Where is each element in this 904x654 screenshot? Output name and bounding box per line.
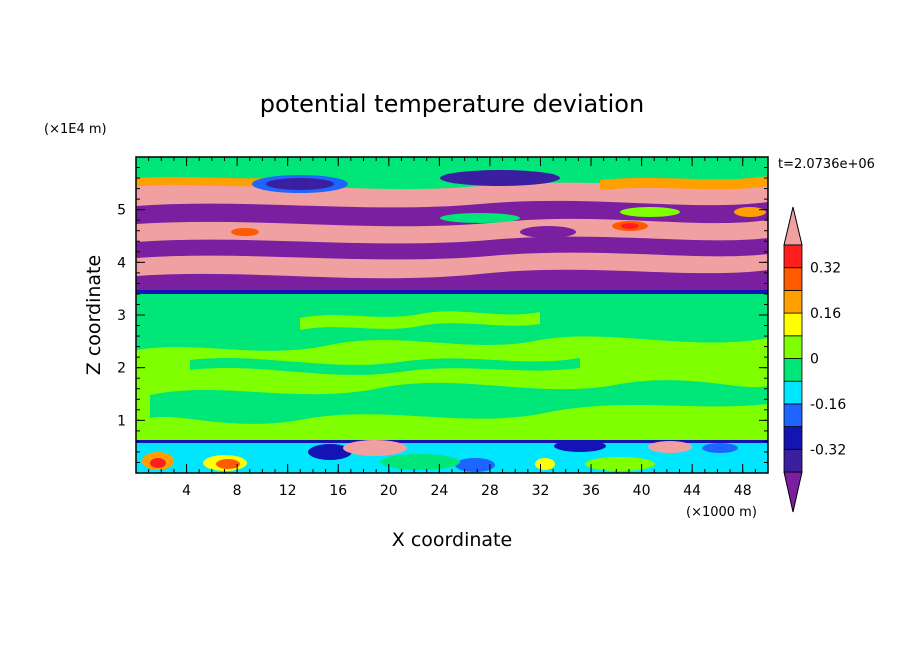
contour-field [136, 157, 768, 473]
x-tick-label: 24 [430, 483, 448, 499]
y-axis-label: Z coordinate [83, 255, 105, 375]
colorbar-label: 0.32 [810, 261, 841, 277]
cold-patch [455, 458, 495, 472]
y-tick-label: 5 [117, 203, 126, 219]
upper-layer-base [136, 290, 768, 294]
colorbar-swatch [783, 335, 803, 359]
colorbar-swatch [783, 358, 803, 382]
colorbar-swatch [783, 403, 803, 427]
y-tick-label: 3 [117, 308, 126, 324]
x-tick-label: 8 [233, 483, 242, 499]
x-tick-label: 36 [582, 483, 600, 499]
warm-patch [150, 458, 166, 468]
colorbar-swatch [783, 267, 803, 291]
warm-patch [216, 459, 240, 469]
y-tick-label: 1 [117, 413, 126, 429]
colorbar-label: -0.32 [810, 442, 846, 458]
warm-patch [343, 440, 407, 456]
cold-patch [554, 440, 606, 452]
colorbar-bottom-arrow [783, 471, 803, 513]
colorbar-top-arrow [783, 206, 803, 246]
neutral-gap [440, 213, 520, 223]
cold-core [440, 170, 560, 186]
cold-patch [702, 443, 738, 453]
cold-stripe [136, 198, 768, 227]
neutral-gap [620, 207, 680, 217]
transition-band [600, 176, 768, 190]
colorbar: 0.32 0.16 0 -0.16 -0.32 [783, 206, 846, 513]
x-axis-label: X coordinate [392, 529, 512, 551]
x-tick-label: 4 [182, 483, 191, 499]
colorbar-swatch [783, 244, 803, 269]
neutral-streak [150, 380, 768, 424]
warm-patch [648, 441, 692, 453]
chart-title: potential temperature deviation [260, 90, 644, 118]
cold-core [520, 226, 576, 238]
y-tick-label: 4 [117, 255, 126, 271]
x-tick-label: 48 [734, 483, 752, 499]
colorbar-swatch [783, 448, 803, 473]
warm-stripe [136, 250, 768, 279]
warm-core [231, 228, 259, 236]
weak-warm-region [300, 311, 540, 330]
warm-core [734, 207, 766, 217]
colorbar-swatch [783, 312, 803, 337]
y-tick-label: 2 [117, 361, 126, 377]
colorbar-swatch [783, 380, 803, 405]
colorbar-label: -0.16 [810, 397, 846, 413]
colorbar-label: 0 [810, 352, 819, 368]
x-tick-label: 16 [329, 483, 347, 499]
colorbar-label: 0.16 [810, 306, 841, 322]
neutral-patch [585, 457, 655, 471]
lower-layer-boundary [136, 440, 768, 443]
x-tick-label: 32 [532, 483, 550, 499]
neutral-patch [380, 454, 460, 470]
warm-patch [535, 458, 555, 470]
neutral-streak [190, 358, 580, 375]
time-label: t=2.0736e+06 [778, 157, 875, 172]
cold-patch [308, 444, 352, 460]
y-unit-label: (×1E4 m) [44, 122, 107, 137]
colorbar-swatch [783, 289, 803, 314]
x-unit-label: (×1000 m) [686, 505, 757, 520]
warm-core [621, 223, 639, 229]
cold-core [266, 178, 334, 190]
x-tick-label: 40 [633, 483, 651, 499]
x-tick-label: 44 [683, 483, 701, 499]
x-tick-label: 28 [481, 483, 499, 499]
colorbar-swatch [783, 426, 803, 450]
x-tick-label: 20 [380, 483, 398, 499]
x-tick-label: 12 [279, 483, 297, 499]
